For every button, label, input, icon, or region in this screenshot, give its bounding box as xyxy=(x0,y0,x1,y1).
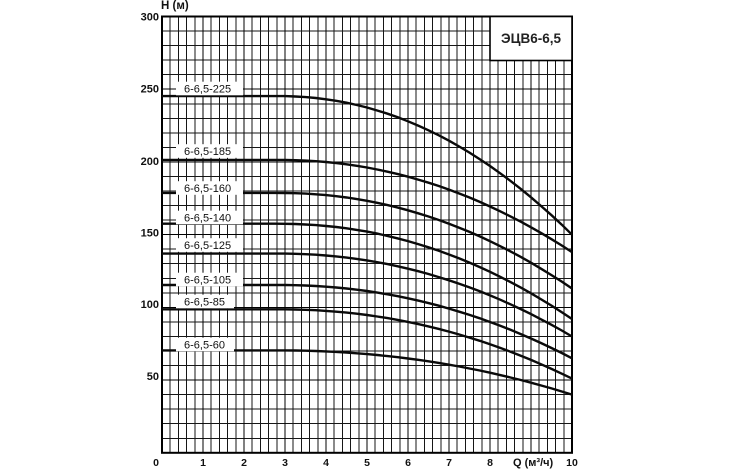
svg-text:6-6,5-225: 6-6,5-225 xyxy=(184,84,231,96)
svg-text:6-6,5-160: 6-6,5-160 xyxy=(184,183,231,195)
svg-text:6-6,5-60: 6-6,5-60 xyxy=(184,340,225,352)
svg-text:6-6,5-105: 6-6,5-105 xyxy=(184,275,231,287)
svg-text:200: 200 xyxy=(141,156,159,168)
svg-text:2: 2 xyxy=(241,457,247,469)
svg-text:7: 7 xyxy=(446,457,452,469)
svg-text:8: 8 xyxy=(487,457,493,469)
svg-text:4: 4 xyxy=(323,457,329,469)
svg-text:H (м): H (м) xyxy=(161,0,189,12)
svg-text:3: 3 xyxy=(282,457,288,469)
svg-text:0: 0 xyxy=(153,457,159,469)
svg-text:10: 10 xyxy=(566,457,578,469)
svg-text:300: 300 xyxy=(141,12,159,24)
svg-text:6-6,5-140: 6-6,5-140 xyxy=(184,213,231,225)
svg-text:50: 50 xyxy=(147,371,159,383)
svg-text:250: 250 xyxy=(141,83,159,95)
svg-text:150: 150 xyxy=(141,228,159,240)
svg-text:6-6,5-125: 6-6,5-125 xyxy=(184,240,231,252)
svg-text:6-6,5-85: 6-6,5-85 xyxy=(184,297,225,309)
svg-text:1: 1 xyxy=(200,457,206,469)
svg-text:100: 100 xyxy=(141,299,159,311)
svg-text:ЭЦВ6-6,5: ЭЦВ6-6,5 xyxy=(501,31,561,46)
svg-text:5: 5 xyxy=(364,457,370,469)
svg-text:Q (м³/ч): Q (м³/ч) xyxy=(513,457,554,469)
svg-text:6-6,5-185: 6-6,5-185 xyxy=(184,146,231,158)
svg-text:6: 6 xyxy=(405,457,411,469)
